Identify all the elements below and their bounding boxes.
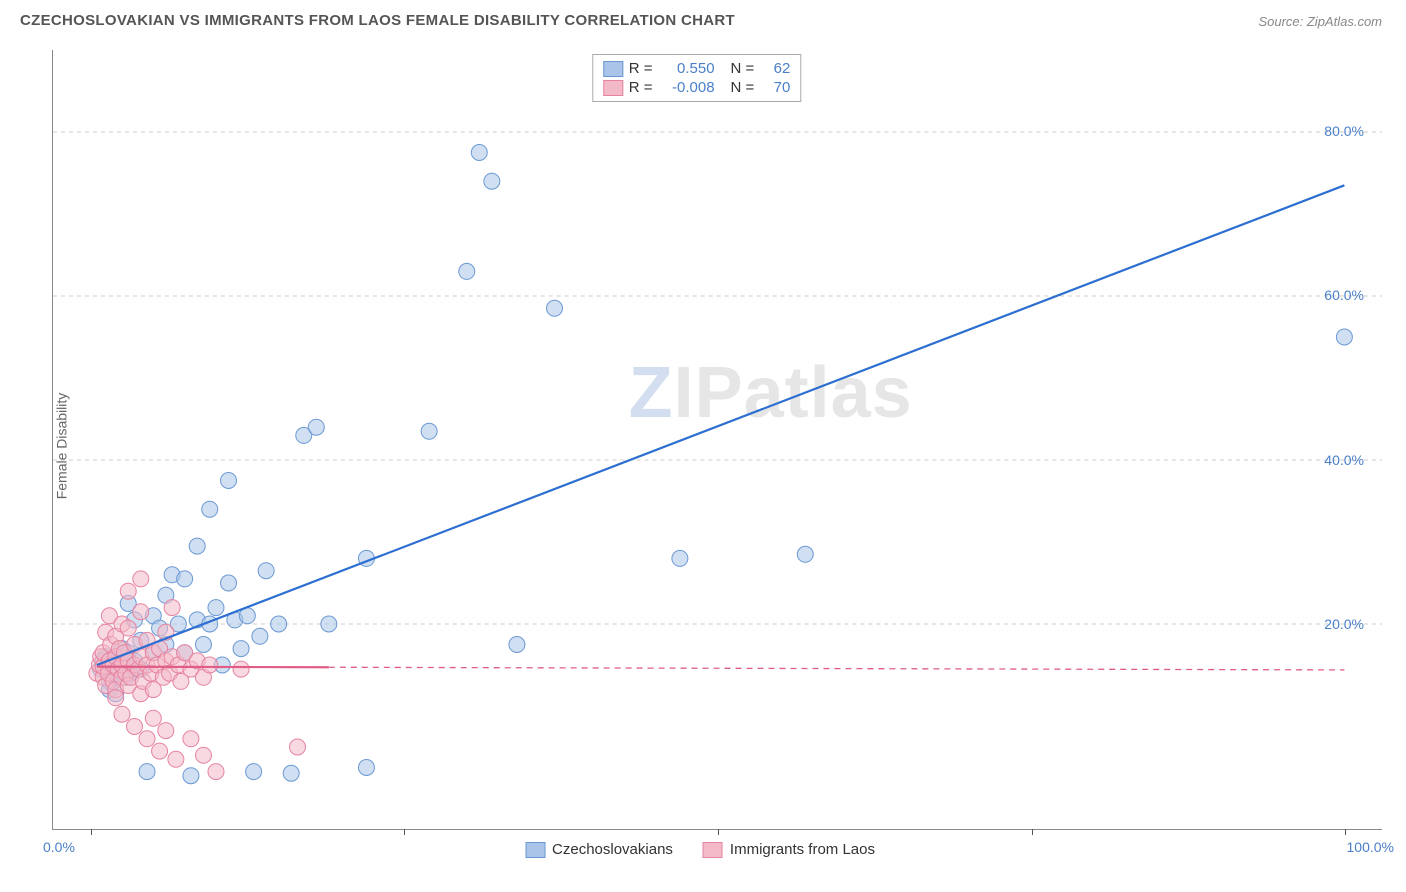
- data-point: [271, 616, 287, 632]
- data-point: [797, 546, 813, 562]
- data-point: [120, 620, 136, 636]
- chart-svg: [53, 50, 1382, 829]
- data-point: [208, 764, 224, 780]
- r-value: -0.008: [659, 79, 715, 96]
- data-point: [127, 719, 143, 735]
- data-point: [258, 563, 274, 579]
- x-axis-min-label: 0.0%: [43, 839, 75, 855]
- data-point: [139, 731, 155, 747]
- legend-swatch: [525, 842, 545, 858]
- data-point: [509, 637, 525, 653]
- data-point: [221, 575, 237, 591]
- data-point: [221, 473, 237, 489]
- legend-series-label: Czechoslovakians: [552, 841, 673, 858]
- chart-title: CZECHOSLOVAKIAN VS IMMIGRANTS FROM LAOS …: [20, 12, 735, 29]
- y-tick-label: 20.0%: [1324, 616, 1364, 632]
- x-tick: [91, 829, 92, 835]
- data-point: [177, 571, 193, 587]
- r-value: 0.550: [659, 60, 715, 77]
- data-point: [233, 641, 249, 657]
- plot-area: ZIPatlas R =0.550N =62R =-0.008N =70 20.…: [52, 50, 1382, 830]
- data-point: [189, 538, 205, 554]
- data-point: [233, 661, 249, 677]
- data-point: [152, 743, 168, 759]
- data-point: [672, 550, 688, 566]
- data-point: [114, 706, 130, 722]
- y-tick-label: 80.0%: [1324, 123, 1364, 139]
- data-point: [195, 747, 211, 763]
- legend-series-item: Immigrants from Laos: [703, 841, 875, 858]
- data-point: [246, 764, 262, 780]
- data-point: [133, 604, 149, 620]
- legend-swatch: [703, 842, 723, 858]
- legend-stat-row: R = -0.008 N = 70: [603, 78, 791, 97]
- data-point: [183, 768, 199, 784]
- y-tick-label: 40.0%: [1324, 452, 1364, 468]
- data-point: [120, 583, 136, 599]
- data-point: [484, 173, 500, 189]
- data-point: [252, 628, 268, 644]
- legend-series-label: Immigrants from Laos: [730, 841, 875, 858]
- data-point: [459, 263, 475, 279]
- x-tick: [404, 829, 405, 835]
- legend-stat-row: R = 0.550 N = 62: [603, 59, 791, 78]
- trend-line-dashed: [329, 667, 1345, 670]
- data-point: [421, 423, 437, 439]
- data-point: [358, 760, 374, 776]
- data-point: [289, 739, 305, 755]
- legend-swatch: [603, 80, 623, 96]
- data-point: [1336, 329, 1352, 345]
- data-point: [108, 690, 124, 706]
- n-value: 62: [760, 60, 790, 77]
- data-point: [164, 600, 180, 616]
- data-point: [168, 751, 184, 767]
- r-label: R =: [629, 79, 653, 96]
- data-point: [202, 501, 218, 517]
- data-point: [139, 764, 155, 780]
- x-tick: [1032, 829, 1033, 835]
- n-label: N =: [731, 79, 755, 96]
- data-point: [208, 600, 224, 616]
- data-point: [145, 710, 161, 726]
- data-point: [195, 637, 211, 653]
- data-point: [283, 765, 299, 781]
- data-point: [308, 419, 324, 435]
- data-point: [202, 657, 218, 673]
- n-label: N =: [731, 60, 755, 77]
- legend-series-item: Czechoslovakians: [525, 841, 673, 858]
- correlation-legend: R = 0.550 N = 62 R = -0.008 N = 70: [592, 54, 802, 102]
- trend-line-solid: [97, 667, 329, 668]
- data-point: [133, 571, 149, 587]
- legend-swatch: [603, 61, 623, 77]
- trend-line: [97, 185, 1345, 665]
- x-axis-max-label: 100.0%: [1347, 839, 1394, 855]
- r-label: R =: [629, 60, 653, 77]
- data-point: [547, 300, 563, 316]
- y-tick-label: 60.0%: [1324, 287, 1364, 303]
- x-tick: [1345, 829, 1346, 835]
- series-legend: Czechoslovakians Immigrants from Laos: [525, 841, 875, 858]
- n-value: 70: [760, 79, 790, 96]
- data-point: [471, 145, 487, 161]
- data-point: [158, 723, 174, 739]
- source-attribution: Source: ZipAtlas.com: [1258, 14, 1382, 29]
- data-point: [321, 616, 337, 632]
- x-tick: [718, 829, 719, 835]
- data-point: [183, 731, 199, 747]
